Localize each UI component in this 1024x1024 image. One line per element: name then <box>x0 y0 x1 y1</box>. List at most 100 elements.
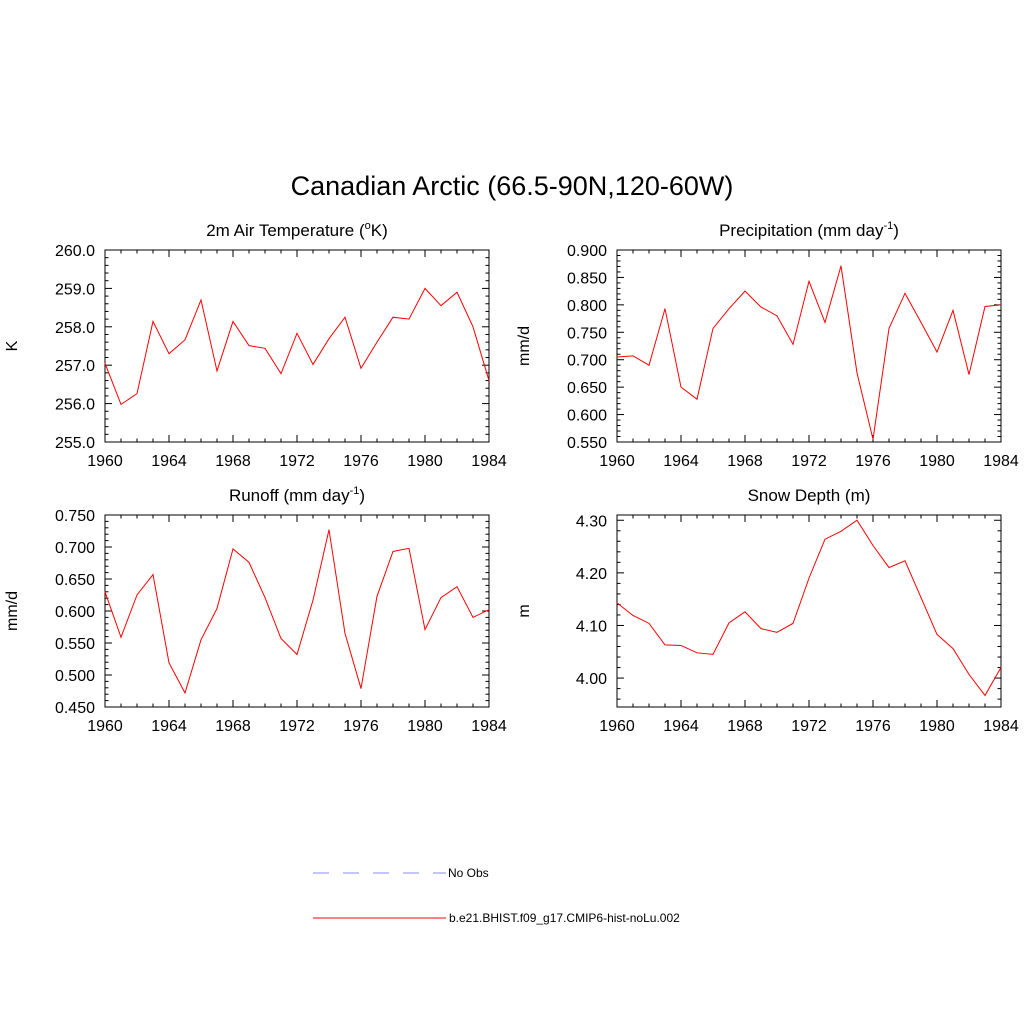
data-point <box>312 599 314 601</box>
data-point <box>920 322 922 323</box>
data-point <box>216 370 218 372</box>
x-tick-label: 1984 <box>983 453 1019 470</box>
data-point <box>792 622 794 624</box>
data-point <box>280 638 282 639</box>
data-point <box>872 438 874 440</box>
data-point <box>488 380 490 381</box>
data-point <box>728 622 730 624</box>
y-tick-label: 0.600 <box>55 604 95 621</box>
y-tick-label: 4.30 <box>576 513 607 530</box>
data-point <box>728 308 730 310</box>
data-point <box>456 586 458 588</box>
panel-title: Precipitation (mm day-1) <box>719 220 899 240</box>
y-axis-label: K <box>4 340 21 351</box>
x-tick-label: 1968 <box>727 453 763 470</box>
data-point <box>264 347 266 349</box>
data-point <box>328 338 330 340</box>
panel-runoff: 1960 1964 1968 1972 1976 1980 1984 0.450 0.500 0.… <box>4 485 507 735</box>
data-point <box>808 577 810 579</box>
data-point <box>392 316 394 318</box>
panel-title-text: K) <box>371 221 388 240</box>
data-point <box>744 611 746 613</box>
data-point <box>760 306 762 308</box>
series-line <box>104 529 490 695</box>
x-tick-label: 1960 <box>599 718 635 735</box>
x-tick-label: 1960 <box>599 453 635 470</box>
data-point <box>120 636 122 638</box>
panel-air-temperature: 1960 1964 1968 1972 1976 1980 1984 255.0 256.0 25… <box>4 220 507 470</box>
data-point <box>472 617 474 618</box>
data-point <box>360 688 362 689</box>
data-point <box>952 309 954 311</box>
panel-title-text: Precipitation (mm day <box>719 221 884 240</box>
x-tick-label: 1964 <box>663 453 699 470</box>
data-point <box>616 356 618 358</box>
data-point <box>440 597 442 598</box>
y-tick-label: 0.550 <box>55 636 95 653</box>
x-tick-label: 1964 <box>663 718 699 735</box>
data-point <box>136 393 138 395</box>
data-point <box>232 548 234 550</box>
data-point <box>216 608 218 609</box>
data-point <box>664 644 666 646</box>
data-point <box>424 629 426 630</box>
figure-title: Canadian Arctic (66.5-90N,120-60W) <box>291 171 734 201</box>
x-tick-label: 1968 <box>215 453 251 470</box>
data-point <box>952 648 954 650</box>
data-point <box>328 529 330 531</box>
data-point <box>248 345 250 347</box>
plot-frame <box>616 514 1002 708</box>
y-tick-label: 255.0 <box>55 435 95 452</box>
y-tick-label: 0.500 <box>55 668 95 685</box>
x-tick-label: 1984 <box>471 718 507 735</box>
x-tick-label: 1976 <box>855 453 891 470</box>
series-line <box>104 287 490 406</box>
data-point <box>760 628 762 630</box>
data-point <box>136 594 138 596</box>
data-point <box>360 367 362 369</box>
data-point <box>232 321 234 322</box>
panel-title-sup: -1 <box>350 485 360 497</box>
panel-title-text: 2m Air Temperature ( <box>206 221 365 240</box>
y-tick-label: 0.900 <box>567 243 607 260</box>
data-point <box>872 545 874 546</box>
y-tick-label: 258.0 <box>55 320 95 337</box>
data-point <box>1000 667 1002 668</box>
panel-title-sup: -1 <box>883 220 893 232</box>
data-point <box>968 673 970 675</box>
legend-label-model: b.e21.BHIST.f09_g17.CMIP6-hist-noLu.002 <box>449 911 680 925</box>
data-point <box>936 634 938 635</box>
data-point <box>664 308 666 310</box>
data-point <box>920 597 922 598</box>
plot-frame <box>616 249 1002 443</box>
data-point <box>888 328 890 329</box>
data-point <box>616 602 618 604</box>
data-point <box>808 280 810 282</box>
x-tick-label: 1976 <box>855 718 891 735</box>
y-axis-label: mm/d <box>516 326 533 366</box>
x-tick-label: 1980 <box>407 453 443 470</box>
panel-title: Snow Depth (m) <box>748 486 871 505</box>
data-point <box>632 355 634 357</box>
data-point <box>200 639 202 641</box>
data-point <box>776 631 778 633</box>
data-point <box>936 351 938 353</box>
y-axis-label: mm/d <box>4 591 21 631</box>
data-point <box>280 373 282 375</box>
data-point <box>248 561 250 563</box>
x-tick-label: 1968 <box>215 718 251 735</box>
y-tick-label: 0.650 <box>55 572 95 589</box>
data-point <box>904 292 906 294</box>
x-tick-label: 1980 <box>407 718 443 735</box>
plot-frame <box>104 514 490 708</box>
data-point <box>392 551 394 552</box>
data-point <box>456 291 458 293</box>
y-axis-label: m <box>516 604 533 617</box>
data-point <box>312 364 314 365</box>
data-point <box>408 547 410 549</box>
data-point <box>712 328 714 329</box>
x-tick-label: 1980 <box>919 718 955 735</box>
plot-frame <box>104 249 490 443</box>
x-tick-label: 1984 <box>471 453 507 470</box>
